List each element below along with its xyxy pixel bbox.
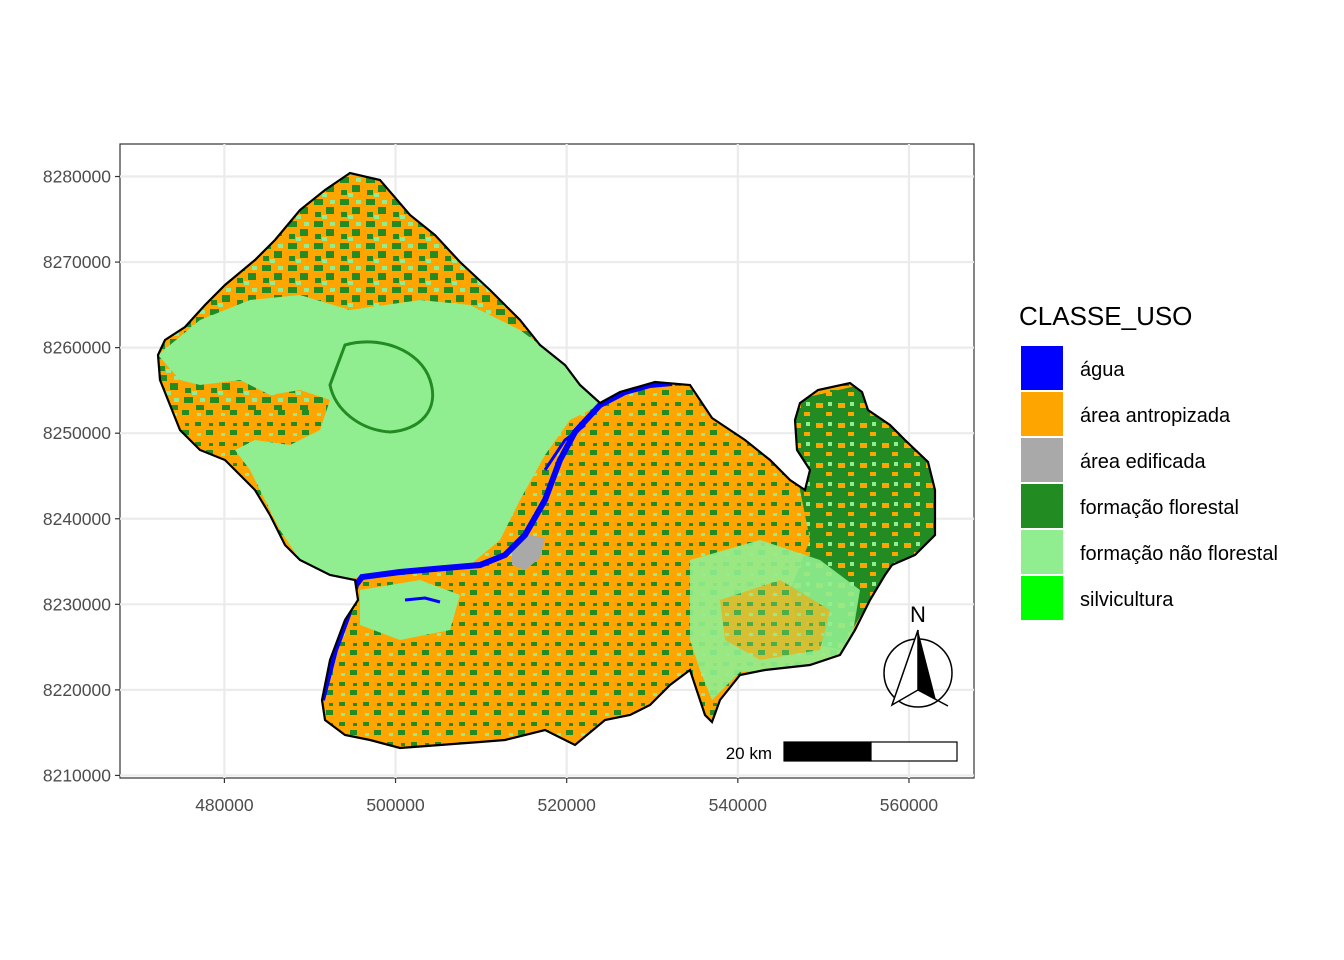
legend-swatch bbox=[1021, 530, 1063, 574]
x-tick-label: 560000 bbox=[880, 795, 939, 815]
y-tick-label: 8260000 bbox=[43, 338, 111, 358]
legend-label: água bbox=[1080, 359, 1125, 381]
legend-swatch bbox=[1021, 484, 1063, 528]
legend-title: CLASSE_USO bbox=[1019, 301, 1192, 331]
y-tick-label: 8230000 bbox=[43, 594, 111, 614]
legend-swatch bbox=[1021, 438, 1063, 482]
north-label: N bbox=[910, 602, 926, 627]
scale-bar: 20 km bbox=[726, 741, 958, 763]
legend-swatch bbox=[1021, 346, 1063, 390]
y-tick-label: 8210000 bbox=[43, 765, 111, 785]
north-arrow: N bbox=[883, 602, 953, 708]
legend-label: silvicultura bbox=[1080, 589, 1174, 611]
legend-swatch bbox=[1021, 392, 1063, 436]
x-axis: 480000 500000 520000 540000 560000 bbox=[195, 778, 938, 815]
legend-label: área edificada bbox=[1080, 451, 1207, 473]
region-boundary bbox=[156, 171, 937, 750]
legend-label: formação florestal bbox=[1080, 497, 1239, 519]
legend: CLASSE_USO água área antropizada área edif… bbox=[1019, 301, 1278, 620]
y-tick-label: 8240000 bbox=[43, 509, 111, 529]
legend-label: formação não florestal bbox=[1080, 543, 1278, 565]
x-tick-label: 480000 bbox=[195, 795, 254, 815]
scale-bar-label: 20 km bbox=[726, 744, 772, 763]
north-arrow-icon bbox=[918, 630, 936, 700]
legend-swatch bbox=[1021, 576, 1063, 620]
y-tick-label: 8280000 bbox=[43, 167, 111, 187]
y-tick-label: 8270000 bbox=[43, 252, 111, 272]
y-tick-label: 8250000 bbox=[43, 423, 111, 443]
y-axis: 8210000 8220000 8230000 8240000 8250000 82600… bbox=[43, 167, 120, 785]
x-tick-label: 540000 bbox=[709, 795, 768, 815]
legend-label: área antropizada bbox=[1080, 405, 1231, 427]
x-tick-label: 500000 bbox=[366, 795, 425, 815]
x-tick-label: 520000 bbox=[537, 795, 596, 815]
y-tick-label: 8220000 bbox=[43, 680, 111, 700]
